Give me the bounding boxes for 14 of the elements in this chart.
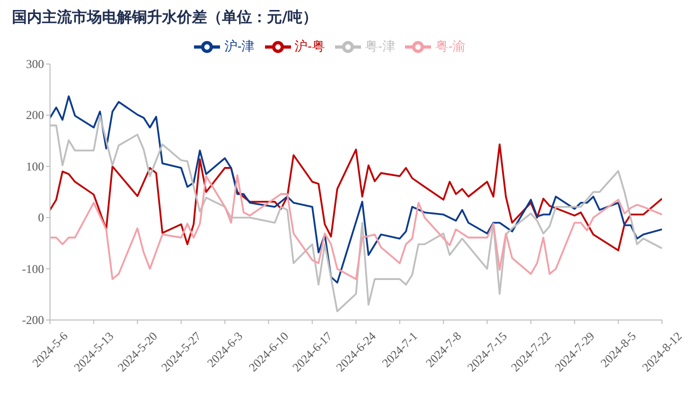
legend-label: 沪-津: [224, 38, 255, 54]
y-tick-label: -200: [22, 313, 44, 327]
y-tick-label: 100: [26, 159, 44, 174]
line-series: [50, 95, 662, 284]
y-tick-label: 200: [26, 108, 44, 122]
legend-label: 粤-津: [365, 38, 396, 54]
y-tick-label: 0: [38, 210, 44, 225]
legend-label: 沪-粤: [294, 38, 325, 54]
y-tick-label: -100: [22, 262, 44, 276]
chart-title: 国内主流市场电解铜升水价差（单位：元/吨）: [11, 8, 318, 28]
line-series: [50, 143, 662, 252]
legend-label: 粤-渝: [435, 38, 466, 54]
line-series: [50, 174, 662, 280]
y-tick-label: 300: [26, 57, 44, 71]
